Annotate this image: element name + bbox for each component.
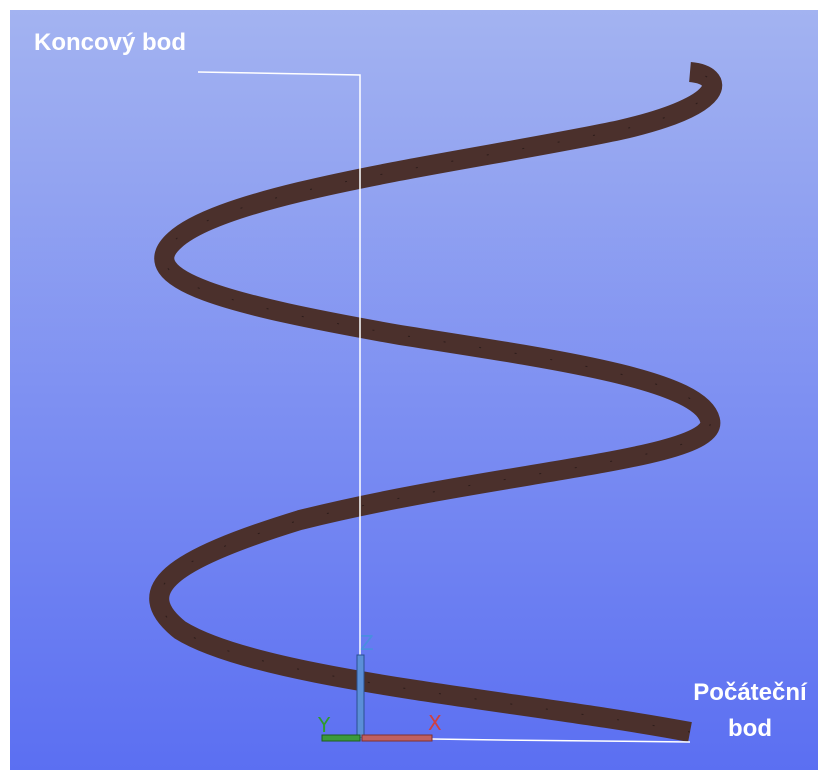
end-point-label: Koncový bod (34, 29, 186, 56)
viewport: Z X Y Koncový bod Počáteční bod (0, 0, 820, 780)
page: {"labels": {"end_point": "Koncový bod", … (0, 0, 820, 780)
x-label: X (428, 711, 442, 735)
viewport-background (10, 10, 818, 770)
z-axis (357, 655, 364, 738)
z-label: Z (360, 631, 374, 655)
start-point-label: Počáteční (693, 679, 808, 706)
start-point-label: bod (728, 715, 772, 742)
y-label: Y (317, 713, 331, 737)
x-axis (362, 735, 432, 741)
